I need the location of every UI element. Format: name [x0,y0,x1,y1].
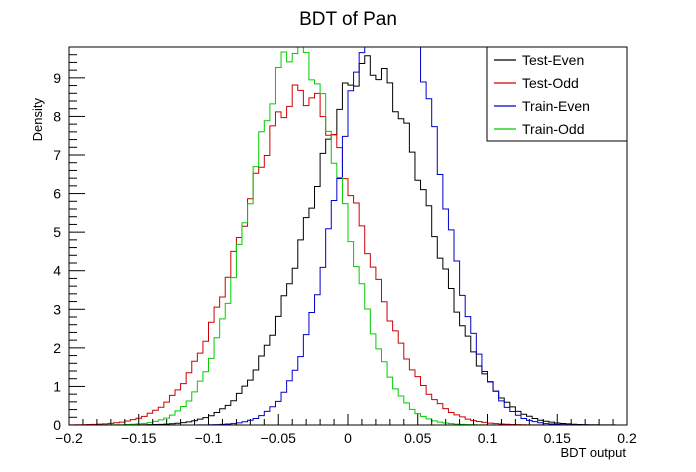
chart-title: BDT of Pan [299,9,397,30]
y-tick-label: 7 [53,147,61,163]
legend-box [486,46,628,142]
y-tick-label: 6 [53,186,61,202]
y-tick-label: 9 [53,70,61,86]
x-tick-label: 0.05 [404,430,431,446]
x-tick-label: 0 [344,430,352,446]
y-tick-label: 4 [53,263,61,279]
x-tick-label: −0.15 [121,430,157,446]
y-tick-label: 0 [53,417,61,433]
legend-label: Test-Even [522,52,584,68]
series-test-even [69,55,627,425]
x-axis-title: BDT output [560,445,626,460]
y-tick-label: 1 [53,378,61,394]
legend-label: Train-Even [522,98,590,114]
x-tick-label: 0.1 [478,430,498,446]
legend-label: Train-Odd [522,121,585,137]
x-tick-label: 0.15 [544,430,571,446]
y-axis-title: Density [30,98,45,142]
legend-label: Test-Odd [522,75,579,91]
legend: Test-Even Test-Odd Train-Even Train-Odd [486,46,628,142]
x-tick-label: 0.2 [617,430,637,446]
x-tick-label: −0.05 [261,430,297,446]
y-tick-label: 5 [53,224,61,240]
x-tick-label: −0.2 [55,430,83,446]
y-tick-label: 8 [53,108,61,124]
y-tick-label: 2 [53,340,61,356]
x-tick-label: −0.1 [195,430,223,446]
y-tick-label: 3 [53,301,61,317]
